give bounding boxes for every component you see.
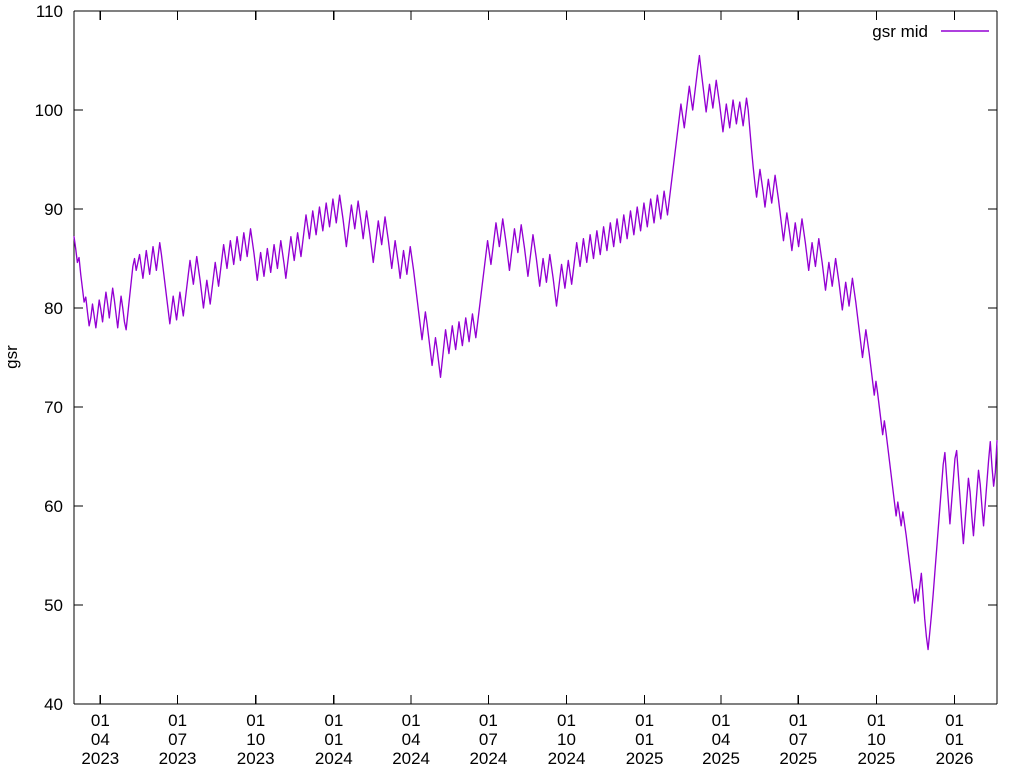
x-tick-label-line: 2024 — [548, 749, 586, 768]
x-tick-label-line: 2025 — [702, 749, 740, 768]
y-tick-label: 80 — [44, 299, 63, 318]
legend: gsr mid — [872, 22, 989, 41]
x-axis-ticks: 0104202301072023011020230101202401042024… — [81, 11, 973, 768]
y-axis-ticks: 40 50 60 70 80 90 100 110 — [35, 2, 997, 714]
y-tick-label: 50 — [44, 596, 63, 615]
x-tick-label-line: 10 — [557, 730, 576, 749]
y-tick-label: 40 — [44, 695, 63, 714]
x-tick-label-line: 2025 — [626, 749, 664, 768]
x-tick-label-line: 01 — [789, 711, 808, 730]
x-tick-label-line: 2025 — [779, 749, 817, 768]
x-tick-label-line: 01 — [402, 711, 421, 730]
x-tick-label-line: 2023 — [159, 749, 197, 768]
x-tick-label-line: 2025 — [858, 749, 896, 768]
x-tick-label-line: 07 — [789, 730, 808, 749]
x-tick-label-line: 2023 — [237, 749, 275, 768]
x-tick-label-line: 01 — [867, 711, 886, 730]
x-tick-label-line: 01 — [712, 711, 731, 730]
x-tick-label-line: 01 — [168, 711, 187, 730]
y-tick-label: 90 — [44, 200, 63, 219]
x-tick-label-line: 01 — [945, 730, 964, 749]
x-tick-label-line: 04 — [402, 730, 421, 749]
y-tick-label: 60 — [44, 497, 63, 516]
series-line-gsr-mid — [73, 54, 998, 651]
plot-border — [73, 10, 998, 705]
x-tick-label-line: 2024 — [469, 749, 507, 768]
x-tick-label-line: 2026 — [936, 749, 974, 768]
x-tick-label-line: 01 — [945, 711, 964, 730]
y-axis-title: gsr — [2, 345, 21, 369]
legend-entry-label: gsr mid — [872, 22, 928, 41]
x-tick-label-line: 01 — [635, 730, 654, 749]
x-tick-label-line: 04 — [712, 730, 731, 749]
x-tick-label-line: 10 — [246, 730, 265, 749]
x-tick-label-line: 01 — [91, 711, 110, 730]
x-tick-label-line: 01 — [324, 730, 343, 749]
x-tick-label-line: 07 — [479, 730, 498, 749]
x-tick-label-line: 01 — [479, 711, 498, 730]
x-tick-label-line: 2023 — [81, 749, 119, 768]
y-tick-label: 100 — [35, 101, 63, 120]
x-tick-label-line: 07 — [168, 730, 187, 749]
y-tick-label: 70 — [44, 398, 63, 417]
x-tick-label-line: 2024 — [315, 749, 353, 768]
x-tick-label-line: 01 — [324, 711, 343, 730]
x-tick-label-line: 01 — [557, 711, 576, 730]
x-tick-label-line: 04 — [91, 730, 110, 749]
x-tick-label-line: 2024 — [392, 749, 430, 768]
x-tick-label-line: 10 — [867, 730, 886, 749]
x-tick-label-line: 01 — [635, 711, 654, 730]
x-tick-label-line: 01 — [246, 711, 265, 730]
y-tick-label: 110 — [36, 2, 63, 21]
